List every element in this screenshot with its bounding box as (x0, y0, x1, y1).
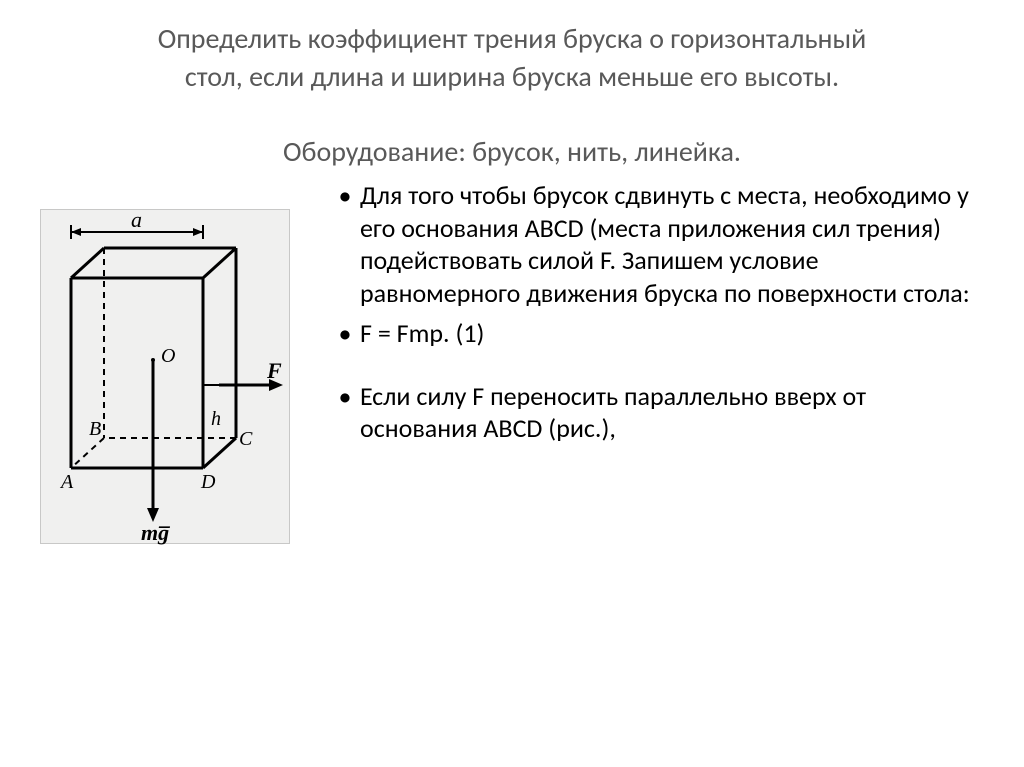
diagram-column: a O (40, 179, 310, 544)
content-row: a O (40, 179, 984, 544)
slide-title: Определить коэффициент трения бруска о г… (40, 20, 984, 171)
label-D: D (200, 471, 216, 493)
label-C: C (239, 428, 253, 450)
diagram-svg: a O (41, 210, 291, 545)
title-line-1: Определить коэффициент трения бруска о г… (158, 21, 867, 56)
title-line-4: Оборудование: брусок, нить, линейка. (283, 134, 741, 169)
bullet-text-1: Для того чтобы брусок сдвинуть с места, … (360, 179, 984, 309)
label-mg: mg̅ (141, 520, 171, 545)
list-item: • Если силу F переносить параллельно вве… (330, 380, 984, 445)
bullet-dot: • (330, 179, 360, 309)
list-item: • F = Fmp. (1) (330, 317, 984, 350)
list-item: • Для того чтобы брусок сдвинуть с места… (330, 179, 984, 309)
label-A: A (59, 471, 74, 493)
bullet-text-2: F = Fmp. (1) (360, 317, 984, 350)
label-h: h (211, 408, 221, 430)
text-column: • Для того чтобы брусок сдвинуть с места… (330, 179, 984, 544)
physics-diagram: a O (40, 209, 290, 544)
bullet-dot: • (330, 380, 360, 445)
label-a: a (131, 210, 142, 232)
title-line-2: стол, если длина и ширина бруска меньше … (185, 59, 839, 94)
label-B: B (89, 418, 101, 440)
bullet-text-3: Если силу F переносить параллельно вверх… (360, 380, 984, 445)
label-F: F (266, 358, 282, 383)
bullet-dot: • (330, 317, 360, 350)
label-O: O (161, 345, 175, 367)
